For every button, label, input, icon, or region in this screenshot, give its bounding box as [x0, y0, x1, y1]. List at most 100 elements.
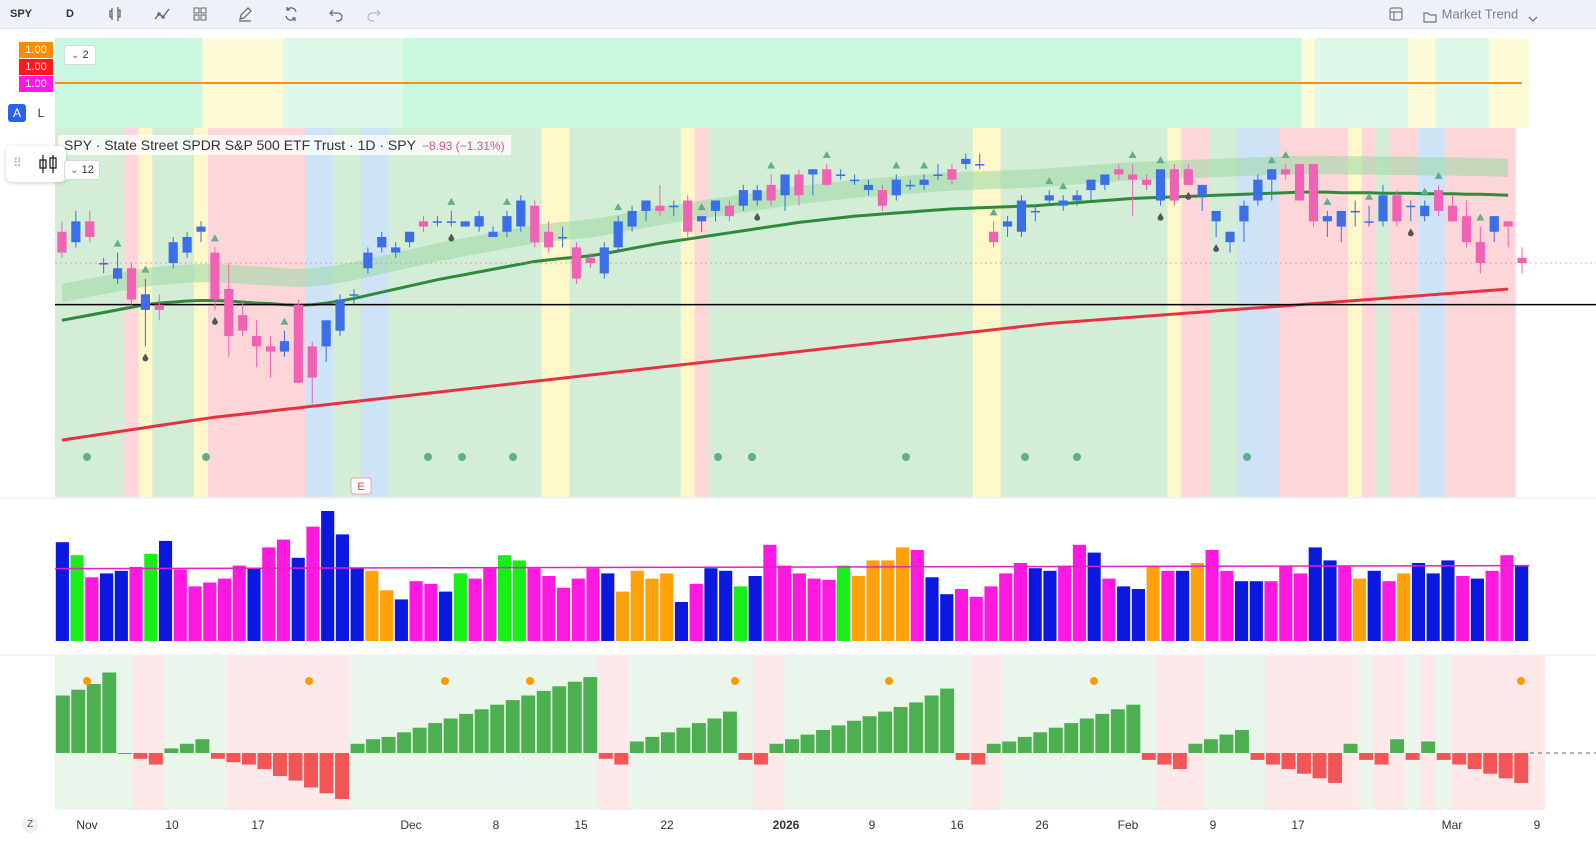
- volume-bar: [498, 555, 512, 641]
- trend-zone: [903, 128, 918, 497]
- candle-body: [432, 221, 442, 223]
- zoom-reset-button[interactable]: Z: [22, 817, 38, 833]
- histogram-bar: [1467, 753, 1482, 770]
- window-icon[interactable]: [1388, 6, 1404, 22]
- histogram-bar: [133, 753, 148, 759]
- histogram-zone: [1451, 656, 1468, 810]
- histogram-zone: [1265, 656, 1282, 810]
- upper-pane-collapse-button[interactable]: ⌄ 2: [64, 45, 96, 65]
- candle-body: [891, 179, 901, 196]
- histogram-bar: [350, 743, 365, 753]
- signal-triangle: [113, 239, 122, 247]
- symbol-button[interactable]: SPY: [10, 8, 33, 20]
- templates-icon[interactable]: [192, 6, 208, 22]
- volume-bar: [586, 568, 600, 641]
- signal-triangle: [989, 208, 998, 216]
- signal-drop: [142, 353, 149, 362]
- main-pane-collapse-button[interactable]: ⌄ 12: [64, 160, 100, 180]
- candle-body: [724, 205, 735, 217]
- volume-bar: [173, 569, 187, 641]
- volume-bar: [719, 570, 733, 641]
- trend-zone: [875, 128, 890, 497]
- volume-bar: [1117, 586, 1131, 641]
- histogram-bar: [816, 730, 830, 753]
- histogram-zone: [644, 656, 661, 810]
- candle-body: [794, 174, 804, 196]
- time-axis-label: 10: [165, 818, 179, 832]
- histogram-bar: [1095, 713, 1110, 753]
- time-axis-label: Feb: [1117, 818, 1139, 832]
- redo-icon[interactable]: [366, 6, 382, 22]
- floating-toolbar[interactable]: ⠿: [6, 146, 66, 182]
- volume-bar: [792, 573, 806, 641]
- indicators-icon[interactable]: [154, 6, 170, 22]
- trend-zone: [1431, 128, 1447, 497]
- interval-button[interactable]: D: [66, 8, 74, 20]
- auto-scale-button[interactable]: A: [8, 104, 26, 122]
- signal-dot: [83, 453, 91, 461]
- histogram-bar: [893, 707, 908, 753]
- histogram-bar: [800, 734, 815, 753]
- chart-canvas[interactable]: E: [0, 28, 1596, 857]
- trend-zone: [555, 128, 571, 497]
- histogram-bar: [1203, 739, 1218, 753]
- histogram-bar: [1483, 753, 1498, 774]
- histogram-dot: [1517, 677, 1525, 685]
- volume-bar: [1176, 570, 1190, 641]
- candle-body: [599, 247, 609, 274]
- time-axis-label: Mar: [1441, 818, 1463, 832]
- candle-body: [154, 304, 164, 310]
- histogram-zone: [1249, 656, 1266, 810]
- candle-body: [1114, 169, 1124, 175]
- volume-bar: [630, 570, 644, 641]
- draw-icon[interactable]: [237, 6, 253, 22]
- histogram-bar: [1141, 753, 1156, 760]
- histogram-bar: [645, 736, 660, 753]
- chart-title: SPY · State Street SPDR S&P 500 ETF Trus…: [58, 135, 511, 155]
- volume-bar: [512, 560, 526, 641]
- volume-bar: [984, 586, 998, 641]
- histogram-bar: [521, 695, 536, 753]
- volume-bar: [1013, 563, 1028, 641]
- refresh-icon[interactable]: [283, 6, 299, 22]
- candle-body: [279, 341, 290, 352]
- bar-style-icon[interactable]: [108, 6, 124, 22]
- candle-body: [1002, 221, 1013, 227]
- candle-body: [363, 252, 373, 269]
- trend-zone: [1000, 128, 1016, 497]
- volume-bar: [483, 568, 497, 641]
- layout-menu[interactable]: Market Trend: [1422, 0, 1540, 28]
- histogram-bar: [1421, 741, 1436, 753]
- undo-icon[interactable]: [328, 6, 344, 22]
- time-axis-label: 9: [868, 818, 876, 832]
- candle-body: [738, 190, 748, 206]
- candle-body: [1239, 205, 1249, 222]
- trend-zone: [444, 128, 459, 497]
- trend-zone: [833, 128, 849, 497]
- volume-bar: [1220, 570, 1234, 641]
- histogram-bar: [769, 743, 784, 753]
- candle-body: [766, 184, 776, 201]
- histogram-bar: [831, 725, 846, 753]
- trend-zone: [1264, 128, 1280, 497]
- histogram-bar: [102, 672, 117, 753]
- signal-triangle: [1434, 171, 1443, 179]
- time-axis-label: 22: [660, 818, 674, 832]
- trend-zone: [82, 128, 98, 497]
- candle-body: [1517, 257, 1527, 264]
- volume-bar: [232, 565, 246, 641]
- candle-body: [446, 221, 456, 223]
- log-scale-button[interactable]: L: [32, 104, 50, 122]
- candle-body: [1225, 231, 1235, 243]
- histogram-bar: [1126, 704, 1141, 753]
- candle-style-icon[interactable]: [36, 152, 60, 176]
- drag-handle-icon[interactable]: ⠿: [13, 156, 22, 170]
- histogram-zone: [1373, 656, 1390, 810]
- candle-body: [933, 174, 943, 176]
- volume-bar: [969, 596, 983, 641]
- volume-bar: [733, 586, 747, 641]
- time-axis-label: 16: [950, 818, 964, 832]
- histogram-zone: [1187, 656, 1204, 810]
- time-axis-label: 2026: [772, 818, 800, 832]
- candle-body: [849, 179, 860, 182]
